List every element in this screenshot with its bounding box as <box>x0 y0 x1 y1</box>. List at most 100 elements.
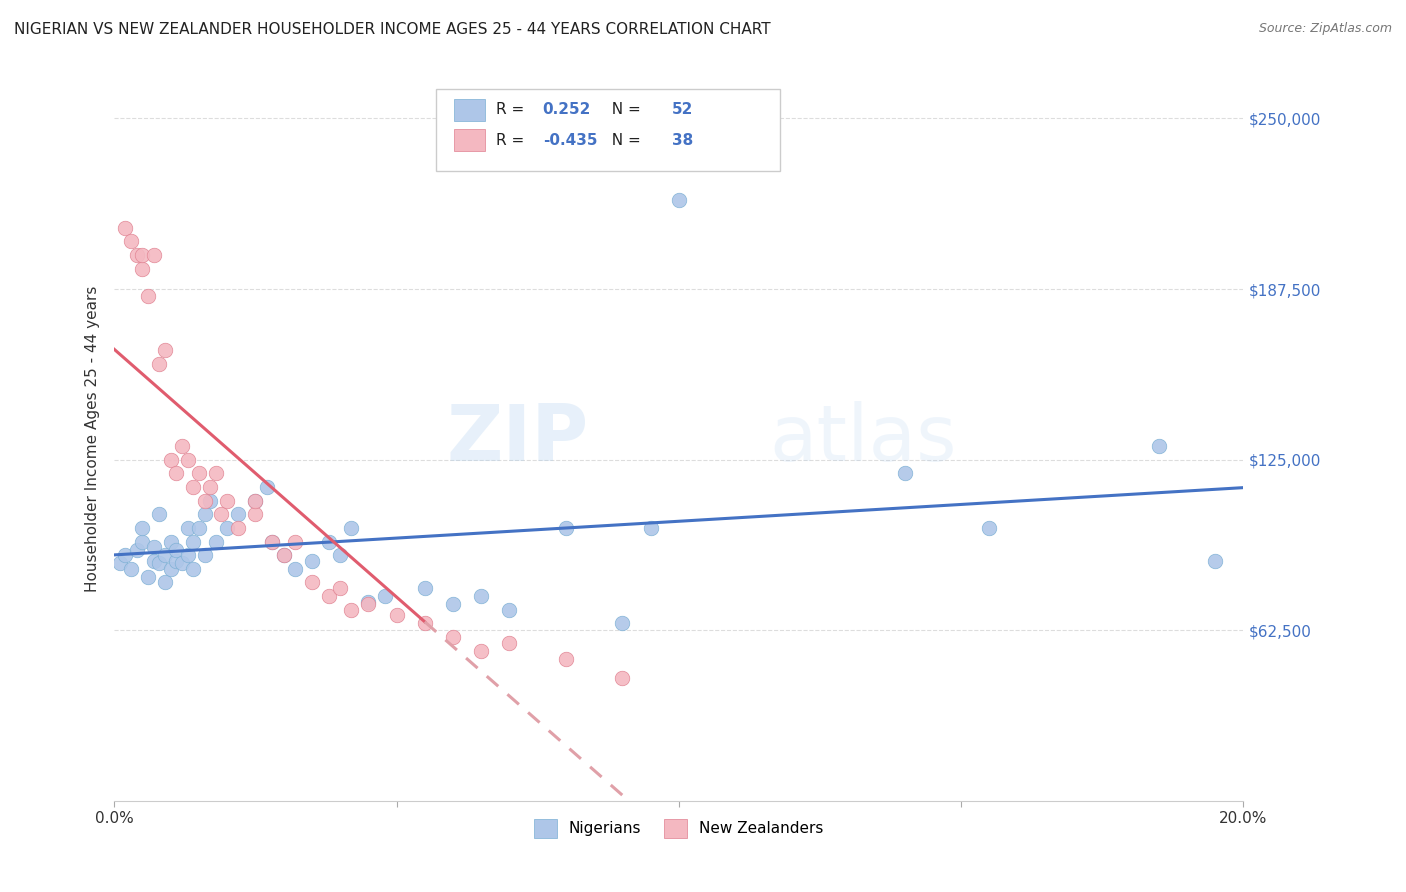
Point <box>148 557 170 571</box>
Point <box>357 594 380 608</box>
Text: R =: R = <box>496 133 530 147</box>
Point <box>205 534 228 549</box>
Point <box>148 357 170 371</box>
Point <box>612 671 634 685</box>
Point <box>262 534 284 549</box>
Point <box>142 248 165 262</box>
Point <box>273 548 295 562</box>
Point <box>1204 554 1226 568</box>
Point <box>413 581 436 595</box>
Point <box>187 467 209 481</box>
Point <box>193 507 215 521</box>
Point <box>612 616 634 631</box>
Point <box>441 630 464 644</box>
Point <box>228 521 250 535</box>
Point <box>245 493 267 508</box>
Text: atlas: atlas <box>769 401 956 477</box>
Text: Source: ZipAtlas.com: Source: ZipAtlas.com <box>1258 22 1392 36</box>
Point <box>136 289 159 303</box>
Point <box>153 343 176 358</box>
Point <box>125 542 148 557</box>
Point <box>245 493 267 508</box>
Point <box>554 652 576 666</box>
Point <box>165 467 187 481</box>
Point <box>357 597 380 611</box>
Point <box>893 467 915 481</box>
Point <box>153 575 176 590</box>
Point <box>181 534 204 549</box>
Point <box>170 557 193 571</box>
Point <box>170 439 193 453</box>
Point <box>554 521 576 535</box>
Point <box>498 603 520 617</box>
Point <box>120 234 142 248</box>
Text: 0.252: 0.252 <box>543 103 591 117</box>
Text: ZIP: ZIP <box>446 401 589 477</box>
Point <box>284 562 307 576</box>
Point <box>329 548 352 562</box>
Point <box>385 608 408 623</box>
Point <box>979 521 1001 535</box>
Point <box>301 554 323 568</box>
Point <box>159 562 181 576</box>
Point <box>198 493 221 508</box>
Text: N =: N = <box>602 133 645 147</box>
Point <box>318 589 340 603</box>
Point <box>211 507 233 521</box>
Text: -0.435: -0.435 <box>543 133 598 147</box>
Point <box>340 521 363 535</box>
Text: 52: 52 <box>672 103 693 117</box>
Point <box>114 220 136 235</box>
Text: 38: 38 <box>672 133 693 147</box>
Point <box>148 507 170 521</box>
Point <box>142 540 165 554</box>
Point <box>176 548 198 562</box>
Point <box>198 480 221 494</box>
Point <box>256 480 278 494</box>
Point <box>165 554 187 568</box>
Point <box>176 452 198 467</box>
Text: NIGERIAN VS NEW ZEALANDER HOUSEHOLDER INCOME AGES 25 - 44 YEARS CORRELATION CHAR: NIGERIAN VS NEW ZEALANDER HOUSEHOLDER IN… <box>14 22 770 37</box>
Legend: Nigerians, New Zealanders: Nigerians, New Zealanders <box>527 813 830 844</box>
Point <box>120 562 142 576</box>
Point <box>498 635 520 649</box>
Point <box>217 493 239 508</box>
Point <box>181 562 204 576</box>
Point <box>217 521 239 535</box>
Point <box>181 480 204 494</box>
Point <box>1147 439 1170 453</box>
Point <box>159 534 181 549</box>
Point <box>193 493 215 508</box>
Point <box>262 534 284 549</box>
Point <box>131 521 153 535</box>
Point <box>413 616 436 631</box>
Point <box>470 589 492 603</box>
Point <box>114 548 136 562</box>
Text: R =: R = <box>496 103 530 117</box>
Point <box>159 452 181 467</box>
Point <box>131 261 153 276</box>
Point <box>245 507 267 521</box>
Point <box>187 521 209 535</box>
Point <box>228 507 250 521</box>
Point <box>108 557 131 571</box>
Point <box>136 570 159 584</box>
Point <box>205 467 228 481</box>
Point <box>131 534 153 549</box>
Point <box>441 597 464 611</box>
Point <box>668 194 690 208</box>
Point <box>165 542 187 557</box>
Point <box>153 548 176 562</box>
Y-axis label: Householder Income Ages 25 - 44 years: Householder Income Ages 25 - 44 years <box>86 286 100 592</box>
Point <box>340 603 363 617</box>
Point <box>318 534 340 549</box>
Point <box>329 581 352 595</box>
Point <box>301 575 323 590</box>
Text: N =: N = <box>602 103 645 117</box>
Point <box>284 534 307 549</box>
Point <box>374 589 396 603</box>
Point <box>273 548 295 562</box>
Point <box>142 554 165 568</box>
Point <box>131 248 153 262</box>
Point <box>193 548 215 562</box>
